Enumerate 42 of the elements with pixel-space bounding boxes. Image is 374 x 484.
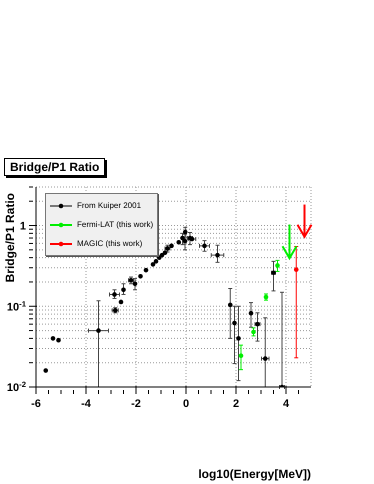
point [56,338,61,342]
point [251,330,256,334]
point [118,300,124,304]
point [215,252,220,258]
point [50,336,56,341]
x-tick-label: 2 [232,398,240,410]
point [202,244,207,248]
point [294,267,299,272]
point [121,287,126,292]
point [162,250,168,256]
x-tick-label: 4 [282,398,290,410]
y-tick-label: 10$^{-2}$ [6,380,26,394]
point [144,268,148,272]
x-tick-label: -6 [31,398,41,410]
point [132,281,138,286]
point [169,244,174,248]
point [275,263,280,268]
point [160,252,164,258]
point [154,259,158,264]
point [232,320,237,326]
y-tick-label: 10$^{-1}$ [6,298,27,314]
x-tick-label: 0 [182,398,190,410]
point [180,236,185,240]
point [96,328,101,333]
point [150,262,156,267]
x-tick-label: -2 [131,398,141,410]
point [248,310,254,316]
point [138,274,143,279]
point [236,336,241,341]
y-tick-label: 1 [20,220,26,233]
point [43,368,48,373]
point [112,292,117,297]
chart-title: Bridge/P1 Ratio [4,158,106,176]
legend-label: Fermi-LAT (this work) [77,220,154,229]
legend-label: MAGIC (this work) [77,239,142,248]
point [176,240,182,245]
x-tick-label: -4 [81,398,92,410]
x-axis-title: log10(Energy[MeV]) [198,467,311,481]
y-axis-title: Bridge/P1 Ratio [3,193,17,282]
point [228,302,233,308]
legend-label: From Kuiper 2001 [77,201,142,210]
point [238,353,244,358]
